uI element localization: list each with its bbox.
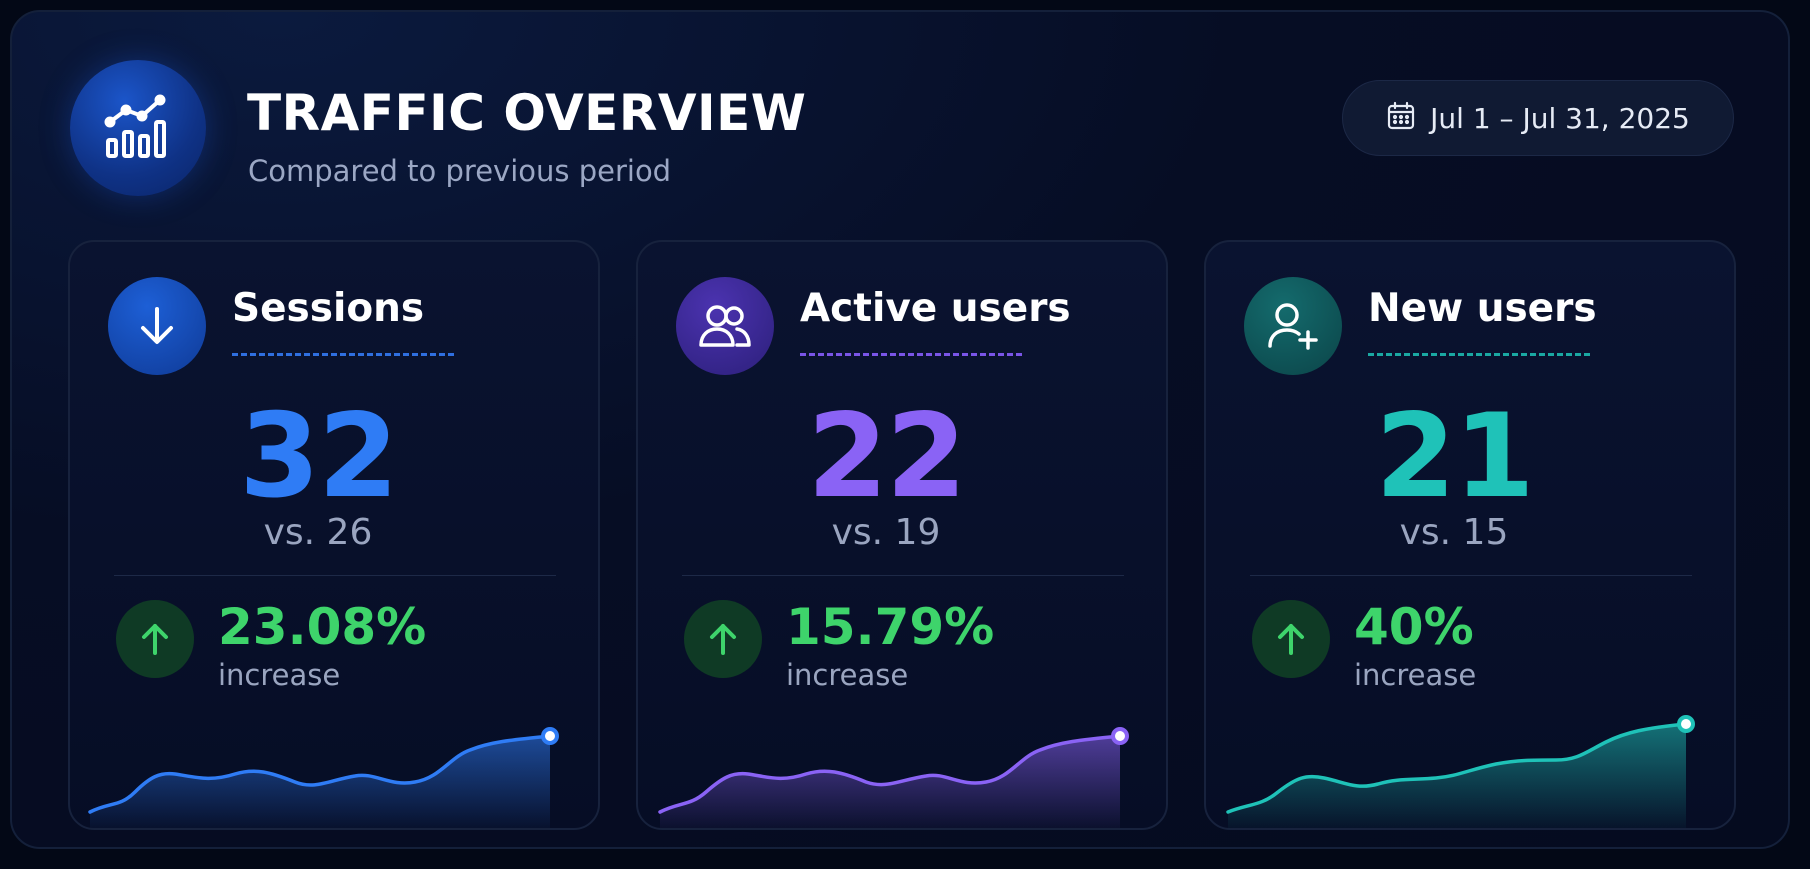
divider — [1250, 575, 1692, 576]
date-range-picker[interactable]: Jul 1 – Jul 31, 2025 — [1342, 80, 1734, 156]
metric-value: 21 — [1375, 389, 1534, 524]
comparison-value: vs. 15 — [1399, 512, 1509, 553]
arrow-up-icon — [684, 600, 762, 678]
date-range-text: Jul 1 – Jul 31, 2025 — [1430, 101, 1690, 135]
change-percent: 23.08% — [218, 598, 427, 656]
comparison-value: vs. 19 — [831, 512, 941, 553]
change-percent: 40% — [1354, 598, 1474, 656]
card-title: Active users — [800, 286, 1071, 331]
new-users-card: New users 21 vs. 15 40% increase — [1204, 240, 1736, 830]
arrow-up-icon — [116, 600, 194, 678]
change-label: increase — [786, 658, 909, 692]
active-users-card: Active users 22 vs. 19 15.79% increase — [636, 240, 1168, 830]
metric-value: 32 — [239, 389, 398, 524]
change-label: increase — [1354, 658, 1477, 692]
card-title: New users — [1368, 286, 1597, 331]
title-underline — [800, 353, 1022, 356]
comparison-value: vs. 26 — [263, 512, 373, 553]
page-title: TRAFFIC OVERVIEW — [247, 84, 807, 142]
active-users-sparkline — [658, 727, 1129, 828]
title-underline — [232, 353, 454, 356]
sessions-sparkline — [88, 727, 559, 828]
change-percent: 15.79% — [786, 598, 995, 656]
page-subtitle: Compared to previous period — [248, 154, 672, 188]
new-users-sparkline — [1226, 715, 1695, 828]
chart-growth-icon — [70, 60, 206, 196]
user-plus-icon — [1244, 277, 1342, 375]
change-label: increase — [218, 658, 341, 692]
title-underline — [1368, 353, 1590, 356]
users-icon — [676, 277, 774, 375]
card-title: Sessions — [232, 286, 425, 331]
traffic-overview-panel: TRAFFIC OVERVIEW Compared to previous pe… — [10, 10, 1790, 849]
arrow-down-icon — [108, 277, 206, 375]
metric-value: 22 — [807, 389, 966, 524]
arrow-up-icon — [1252, 600, 1330, 678]
divider — [114, 575, 556, 576]
calendar-icon — [1386, 101, 1416, 135]
sessions-card: Sessions 32 vs. 26 23.08% increase — [68, 240, 600, 830]
divider — [682, 575, 1124, 576]
